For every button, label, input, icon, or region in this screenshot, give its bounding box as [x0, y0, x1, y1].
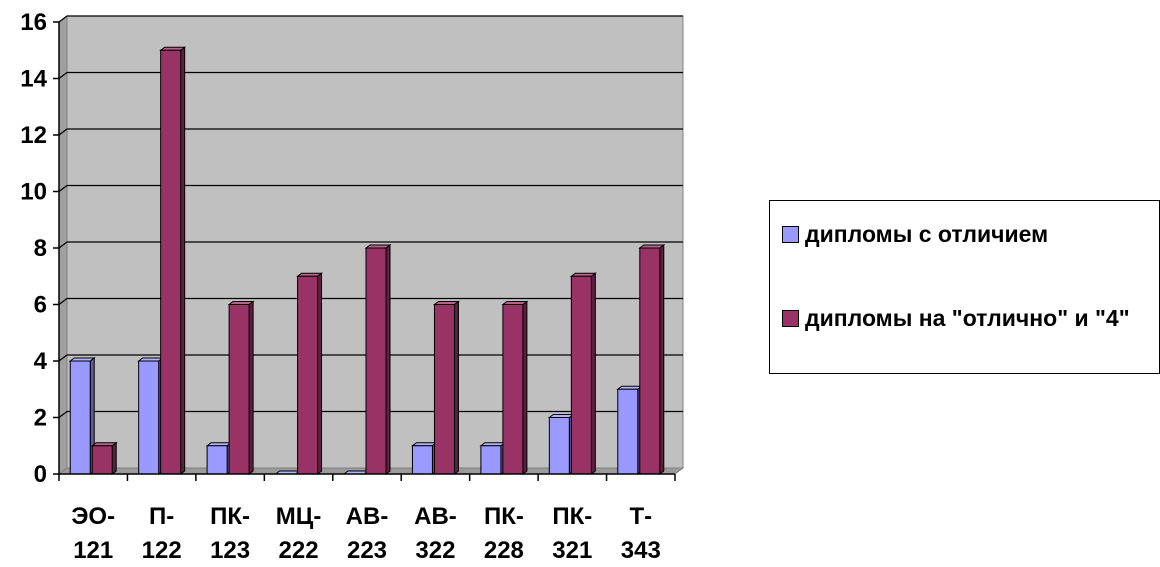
- bar-side: [590, 272, 596, 475]
- legend-swatch-good: [782, 310, 799, 327]
- bar-series1-2: [137, 357, 165, 475]
- bar-front: [91, 445, 113, 475]
- bar-front: [160, 49, 182, 475]
- bar-front: [548, 417, 570, 475]
- bar-side: [180, 46, 186, 475]
- bar-series2-1: [90, 441, 118, 475]
- bar-front: [639, 247, 661, 475]
- x-tick-label-line1: АВ-: [346, 503, 389, 530]
- bar-series1-9: [616, 385, 644, 475]
- x-tick-label: ПК- 123: [210, 503, 250, 564]
- y-tick-label: 10: [20, 179, 47, 206]
- bar-front: [228, 304, 250, 475]
- bar-front: [206, 445, 228, 475]
- legend-label-good: дипломы на "отлично" и "4": [805, 305, 1130, 331]
- gridline: [58, 410, 683, 419]
- x-tick-label: ЭО- 121: [71, 503, 115, 564]
- x-tick-label: АВ- 322: [414, 503, 457, 564]
- y-axis-ticks: 0 2 4 6 8 10 12 14 16: [20, 9, 59, 488]
- x-tick-label-line2: 321: [552, 537, 592, 564]
- legend: дипломы с отличием дипломы на "отлично" …: [769, 200, 1160, 374]
- bar-side: [385, 244, 391, 475]
- x-tick-label: Т- 343: [621, 503, 661, 564]
- gridline: [58, 354, 683, 362]
- bar-front: [69, 360, 91, 475]
- bar-series2-8: [569, 272, 597, 475]
- x-tick-label: ПК- 228: [484, 503, 524, 564]
- bar-side: [248, 300, 254, 475]
- x-tick-label-line2: 122: [142, 537, 182, 564]
- gridline: [58, 184, 683, 193]
- x-axis-ticks: ЭО- 121 П- 122 ПК- 123 МЦ- 222 АВ- 223 АВ- 322 ПК- 22…: [58, 474, 676, 564]
- legend-item-good: дипломы на "отлично" и "4": [782, 303, 1160, 333]
- x-tick-label-line2: 222: [279, 537, 319, 564]
- bar-series2-6: [432, 300, 460, 475]
- x-tick-label-line2: 228: [484, 537, 524, 564]
- bar-front: [502, 304, 524, 475]
- bar-series1-6: [410, 441, 438, 475]
- bar-series1-7: [479, 441, 507, 475]
- x-tick-label: МЦ- 222: [276, 503, 322, 564]
- bar-front: [433, 304, 455, 475]
- legend-label-excellent: дипломы с отличием: [805, 221, 1049, 247]
- bar-front: [365, 247, 387, 475]
- y-tick-label: 4: [34, 348, 48, 375]
- x-tick-label: П- 122: [142, 503, 182, 564]
- y-tick-label: 0: [34, 461, 47, 488]
- bar-series1-1: [68, 357, 96, 475]
- bar-series1-8: [547, 413, 575, 475]
- bar-side: [111, 441, 117, 475]
- y-tick-label: 6: [34, 292, 47, 319]
- y-tick-label: 12: [20, 122, 47, 149]
- bar-front: [617, 388, 639, 475]
- gridline: [58, 128, 683, 136]
- gridline: [58, 241, 683, 249]
- x-tick-label-line2: 121: [73, 537, 113, 564]
- x-tick-label-line2: 343: [621, 537, 661, 564]
- legend-item-excellent: дипломы с отличием: [782, 219, 1160, 249]
- x-tick-label-line1: П-: [149, 503, 174, 530]
- gridline: [58, 71, 683, 80]
- bar-side: [659, 244, 665, 475]
- x-tick-label: АВ- 223: [346, 503, 389, 564]
- bar-series2-4: [296, 272, 324, 475]
- gridline: [58, 297, 683, 306]
- legend-swatch-excellent: [782, 226, 799, 243]
- x-tick-label-line1: ПК-: [552, 503, 592, 530]
- x-tick-label-line2: 223: [347, 537, 387, 564]
- x-tick-label-line1: Т-: [629, 503, 652, 530]
- bar-front: [138, 360, 160, 475]
- bar-side: [317, 272, 323, 475]
- x-tick-label-line1: ПК-: [210, 503, 250, 530]
- x-tick-label-line1: МЦ-: [276, 503, 322, 530]
- y-tick-label: 8: [34, 235, 47, 262]
- y-tick-label: 2: [34, 405, 47, 432]
- bar-side: [522, 300, 528, 475]
- x-tick-label-line2: 322: [415, 537, 455, 564]
- x-tick-label-line1: АВ-: [414, 503, 457, 530]
- bar-series2-3: [227, 300, 255, 475]
- bar-series2-9: [638, 244, 666, 475]
- bar-series1-3: [205, 441, 233, 475]
- x-tick-label-line1: ЭО-: [71, 503, 115, 530]
- bar-series2-2: [159, 46, 187, 475]
- bar-series2-7: [501, 300, 529, 475]
- bar-front: [297, 275, 319, 475]
- x-tick-label-line1: ПК-: [484, 503, 524, 530]
- gridlines: [58, 15, 683, 419]
- bar-side: [453, 300, 459, 475]
- bar-front: [411, 445, 433, 475]
- y-tick-label: 16: [20, 9, 47, 36]
- bar-series2-5: [364, 244, 392, 475]
- x-tick-label-line2: 123: [210, 537, 250, 564]
- x-tick-label: ПК- 321: [552, 503, 592, 564]
- gridline: [58, 15, 683, 23]
- bar-front: [570, 275, 592, 475]
- y-tick-label: 14: [20, 66, 47, 93]
- bar-front: [480, 445, 502, 475]
